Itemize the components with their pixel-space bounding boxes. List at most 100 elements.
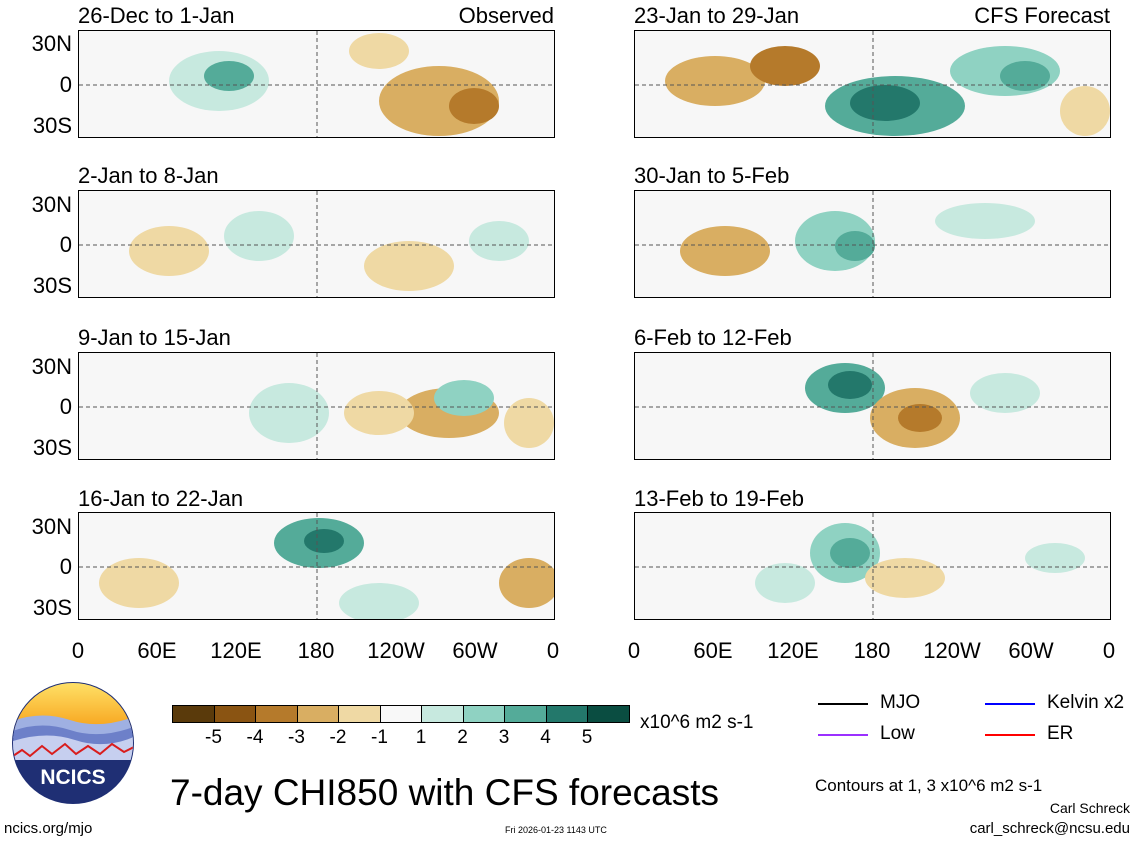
legend-kelvin-line [985,703,1035,705]
panel-title-2: 2-Jan to 8-Jan [78,163,219,188]
anomaly-shading [449,88,499,124]
anomaly-shading [750,46,820,86]
colorbar-swatch [255,705,298,723]
anomaly-shading [99,558,179,608]
logo-text: NCICS [40,766,105,789]
colorbar-swatch [338,705,381,723]
colorbar-swatch [172,705,215,723]
anomaly-shading [865,558,945,598]
anomaly-shading [129,226,209,276]
anomaly-shading [1000,61,1050,91]
lon-label: 0 [71,638,85,663]
lon-label: 60W [1008,638,1054,663]
colorbar-label: 3 [498,727,510,748]
lon-label: 180 [853,638,891,663]
map-panel-6 [634,190,1111,298]
anomaly-shading [339,583,419,619]
main-title: 7-day CHI850 with CFS forecasts [170,772,720,813]
colorbar-swatch [462,705,505,723]
colorbar-swatch [545,705,588,723]
anomaly-shading [755,563,815,603]
anomaly-shading [835,231,875,261]
anomaly-shading [434,380,494,416]
anomaly-shading [898,404,942,432]
colorbar-label: 2 [457,727,468,748]
lat-label: 30N [31,354,72,379]
lon-label: 120W [367,638,425,663]
contour-note: Contours at 1, 3 x10^6 m2 s-1 [815,776,1043,795]
anomaly-shading [665,56,765,106]
lat-label: 30N [31,514,72,539]
lat-label: 30S [32,113,72,138]
anomaly-shading [935,203,1035,239]
colorbar-label: -5 [205,727,222,748]
legend-low-label: Low [880,723,915,744]
lat-label: 30S [32,435,72,460]
colorbar-label: 4 [540,727,551,748]
panel-title-5: 23-Jan to 29-Jan [634,3,800,28]
panel-title-7: 6-Feb to 12-Feb [634,325,792,350]
colorbar-label: 5 [581,727,593,748]
map-svg-1 [79,31,554,137]
panel-title-4: 16-Jan to 22-Jan [78,486,244,511]
legend-mjo-line [818,703,868,705]
panel-title-8: 13-Feb to 19-Feb [634,486,804,511]
lat-label: 0 [59,232,72,257]
anomaly-shading [349,33,409,69]
observed-tag: Observed [458,3,554,28]
ncics-logo: NCICS [10,680,136,806]
lon-label: 120E [767,638,819,663]
lon-label: 60W [452,638,498,663]
legend-er-label: ER [1047,723,1074,744]
map-svg-7 [635,353,1110,459]
anomaly-shading [1025,543,1085,573]
colorbar-swatch [421,705,464,723]
panel-title-3: 9-Jan to 15-Jan [78,325,231,350]
colorbar-label: -3 [288,727,305,748]
author-email: carl_schreck@ncsu.edu [969,820,1130,837]
map-svg-5 [635,31,1110,137]
lon-label: 120W [923,638,981,663]
map-panel-7 [634,352,1111,460]
timestamp: Fri 2026-01-23 1143 UTC [505,825,607,835]
colorbar-units: x10^6 m2 s-1 [640,712,754,733]
lon-label: 0 [546,638,560,663]
anomaly-shading [504,398,554,448]
colorbar-label: -2 [329,727,347,748]
panel-title-6: 30-Jan to 5-Feb [634,163,790,188]
legend-kelvin-label: Kelvin x2 [1047,692,1125,713]
colorbar-swatch [504,705,547,723]
lon-label: 0 [1102,638,1116,663]
anomaly-shading [830,538,870,568]
lon-label: 60E [693,638,733,663]
author: Carl Schreck [1049,800,1130,816]
map-panel-8 [634,512,1111,620]
website-link[interactable]: ncics.org/mjo [4,820,93,837]
lon-label: 60E [137,638,177,663]
anomaly-shading [249,383,329,443]
anomaly-shading [680,226,770,276]
map-panel-4 [78,512,555,620]
colorbar-swatch [587,705,630,723]
legend-mjo-label: MJO [880,692,921,713]
anomaly-shading [224,211,294,261]
anomaly-shading [1060,86,1110,136]
map-svg-4 [79,513,554,619]
lat-label: 0 [59,72,72,97]
colorbar-swatch [213,705,256,723]
anomaly-shading [364,241,454,291]
anomaly-shading [469,221,529,261]
map-panel-1 [78,30,555,138]
map-panel-3 [78,352,555,460]
forecast-tag: CFS Forecast [974,3,1110,28]
lon-label: 120E [210,638,262,663]
anomaly-shading [304,529,344,553]
colorbar-swatch [296,705,339,723]
lon-label: 180 [297,638,335,663]
map-panel-2 [78,190,555,298]
anomaly-shading [970,373,1040,413]
legend-low-line [818,734,868,736]
panel-title-1: 26-Dec to 1-Jan [78,3,235,28]
map-svg-2 [79,191,554,297]
anomaly-shading [344,391,414,435]
